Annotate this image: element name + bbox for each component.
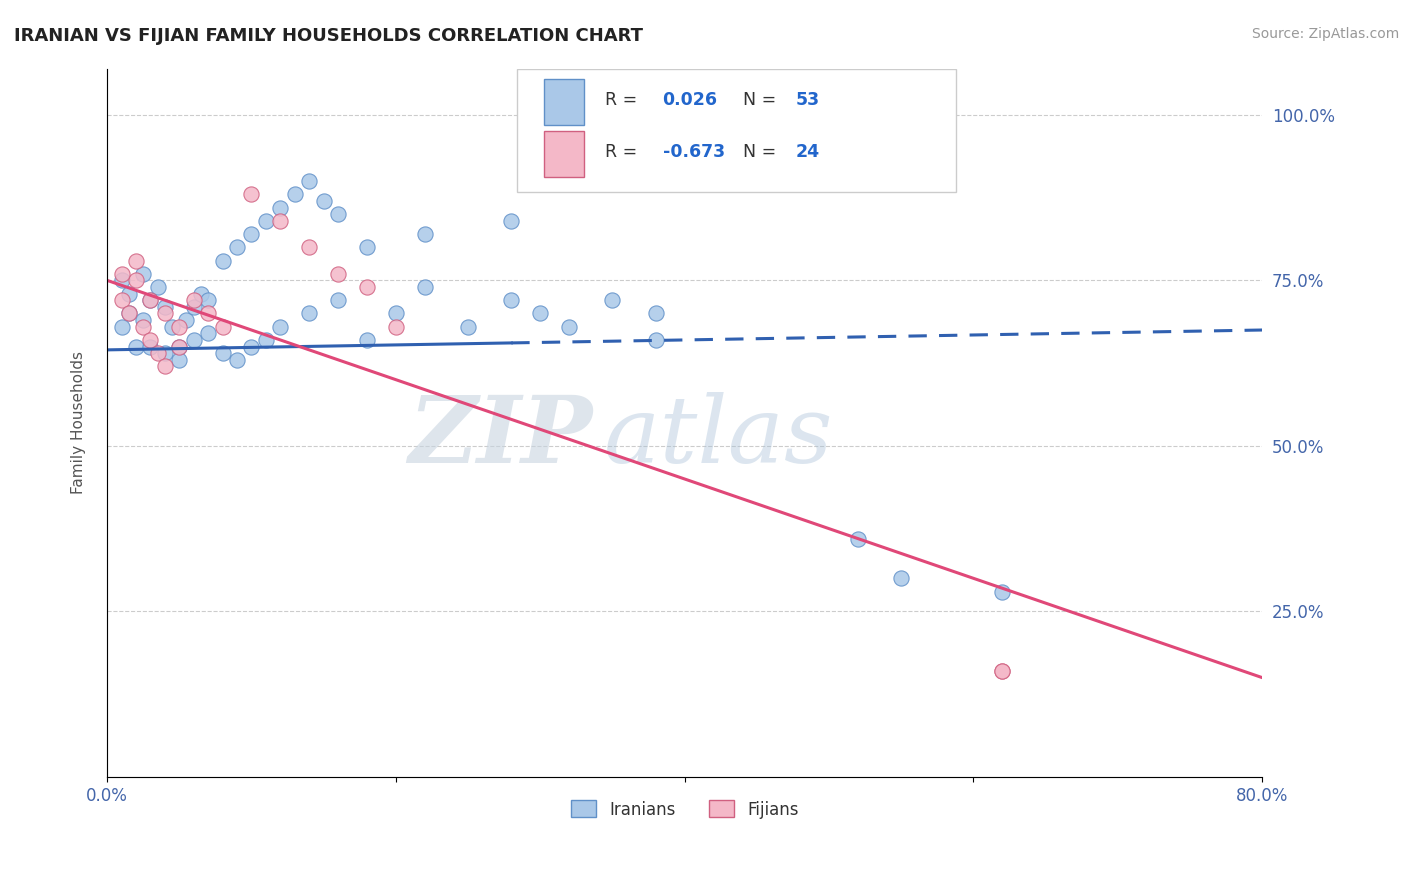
Point — [110, 319, 132, 334]
Point — [226, 240, 249, 254]
Text: ZIP: ZIP — [408, 392, 592, 482]
Text: -0.673: -0.673 — [662, 143, 724, 161]
FancyBboxPatch shape — [517, 69, 956, 193]
Y-axis label: Family Households: Family Households — [72, 351, 86, 494]
Point — [326, 267, 349, 281]
Point — [153, 346, 176, 360]
Point — [139, 333, 162, 347]
Point — [413, 280, 436, 294]
Point — [176, 313, 198, 327]
Point — [153, 306, 176, 320]
Point — [226, 352, 249, 367]
Point — [240, 227, 263, 241]
Point — [890, 571, 912, 585]
Point — [153, 300, 176, 314]
Point — [153, 359, 176, 374]
Text: N =: N = — [744, 143, 782, 161]
Point — [501, 214, 523, 228]
Legend: Iranians, Fijians: Iranians, Fijians — [564, 794, 806, 825]
Point — [167, 319, 190, 334]
Point — [183, 300, 205, 314]
Point — [211, 346, 233, 360]
FancyBboxPatch shape — [544, 131, 583, 177]
Point — [846, 532, 869, 546]
Point — [132, 313, 155, 327]
Point — [118, 306, 141, 320]
Point — [254, 333, 277, 347]
Point — [183, 333, 205, 347]
Point — [298, 306, 321, 320]
Point — [413, 227, 436, 241]
Point — [160, 319, 183, 334]
Point — [197, 306, 219, 320]
Point — [167, 352, 190, 367]
Point — [269, 214, 291, 228]
Point — [167, 340, 190, 354]
Point — [312, 194, 335, 208]
Point — [146, 346, 169, 360]
Point — [125, 253, 148, 268]
Point — [125, 340, 148, 354]
Point — [269, 319, 291, 334]
Text: 53: 53 — [796, 91, 820, 110]
Text: 24: 24 — [796, 143, 820, 161]
Point — [110, 293, 132, 308]
Point — [139, 340, 162, 354]
Point — [118, 306, 141, 320]
Point — [298, 174, 321, 188]
Point — [125, 273, 148, 287]
Point — [356, 280, 378, 294]
Point — [991, 584, 1014, 599]
Point — [385, 306, 408, 320]
Point — [110, 273, 132, 287]
Point — [139, 293, 162, 308]
FancyBboxPatch shape — [544, 79, 583, 125]
Point — [529, 306, 551, 320]
Point — [644, 333, 666, 347]
Point — [167, 340, 190, 354]
Text: N =: N = — [744, 91, 782, 110]
Text: 0.026: 0.026 — [662, 91, 717, 110]
Point — [146, 280, 169, 294]
Point — [326, 293, 349, 308]
Point — [602, 293, 624, 308]
Point — [110, 267, 132, 281]
Point — [501, 293, 523, 308]
Point — [558, 319, 581, 334]
Point — [183, 293, 205, 308]
Point — [197, 293, 219, 308]
Point — [190, 286, 212, 301]
Point — [284, 187, 307, 202]
Point — [991, 664, 1014, 678]
Point — [269, 201, 291, 215]
Point — [298, 240, 321, 254]
Point — [644, 306, 666, 320]
Point — [118, 286, 141, 301]
Point — [326, 207, 349, 221]
Point — [132, 319, 155, 334]
Point — [385, 319, 408, 334]
Text: R =: R = — [605, 91, 643, 110]
Point — [197, 326, 219, 341]
Point — [211, 319, 233, 334]
Point — [211, 253, 233, 268]
Point — [132, 267, 155, 281]
Point — [457, 319, 479, 334]
Point — [254, 214, 277, 228]
Point — [240, 187, 263, 202]
Text: R =: R = — [605, 143, 643, 161]
Point — [356, 240, 378, 254]
Point — [356, 333, 378, 347]
Text: IRANIAN VS FIJIAN FAMILY HOUSEHOLDS CORRELATION CHART: IRANIAN VS FIJIAN FAMILY HOUSEHOLDS CORR… — [14, 27, 643, 45]
Point — [991, 664, 1014, 678]
Point — [240, 340, 263, 354]
Text: atlas: atlas — [603, 392, 834, 482]
Point — [139, 293, 162, 308]
Text: Source: ZipAtlas.com: Source: ZipAtlas.com — [1251, 27, 1399, 41]
